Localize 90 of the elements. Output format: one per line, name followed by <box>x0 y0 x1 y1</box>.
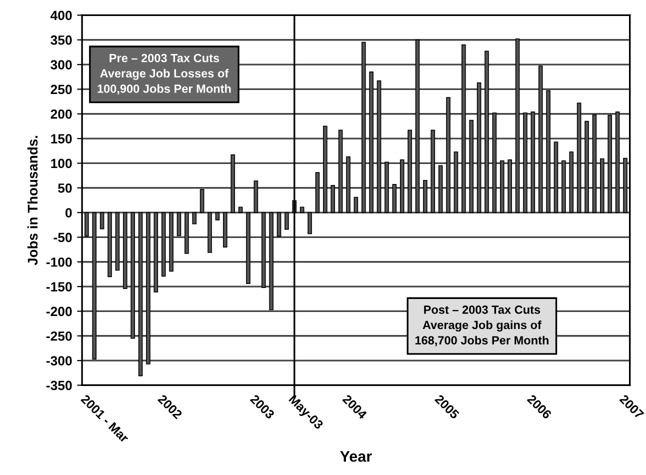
bar <box>576 102 582 213</box>
bar <box>562 160 566 213</box>
bar <box>369 72 374 213</box>
bar <box>608 114 612 213</box>
bar <box>615 111 620 213</box>
bar <box>354 196 358 213</box>
annotation: Post – 2003 Tax Cuts <box>424 306 540 314</box>
bar <box>138 212 143 376</box>
bar <box>484 50 489 213</box>
bar <box>269 212 274 310</box>
bar <box>192 212 197 224</box>
bar <box>284 212 289 230</box>
bar <box>508 159 512 213</box>
bar <box>92 212 97 360</box>
y-axis-title: Jobs in Thousands. <box>27 136 38 266</box>
y-tick-label: -300 <box>46 356 72 366</box>
bar <box>454 151 458 213</box>
bar <box>492 112 497 213</box>
x-axis-title: Year <box>340 451 372 462</box>
y-tick-label: 200 <box>50 109 72 119</box>
bar <box>200 188 204 213</box>
y-tick-label: 100 <box>51 158 72 168</box>
y-tick-label: 400 <box>50 10 72 20</box>
bar <box>430 130 436 213</box>
bar <box>161 212 166 277</box>
bar <box>261 212 266 288</box>
bar <box>515 38 520 213</box>
y-tick-label: 50 <box>58 183 72 193</box>
y-tick-label: -50 <box>54 232 72 242</box>
bar <box>238 206 243 213</box>
bar <box>569 151 574 213</box>
bar <box>469 120 474 213</box>
bar <box>100 212 104 230</box>
bar <box>315 172 320 213</box>
bar <box>276 212 282 237</box>
bar <box>323 126 328 213</box>
y-tick-label: 150 <box>51 134 72 144</box>
bar <box>184 212 189 254</box>
bar <box>254 180 258 213</box>
bar <box>376 80 382 213</box>
bar <box>600 158 604 213</box>
bar <box>130 212 135 339</box>
bar <box>300 206 304 213</box>
bar <box>346 156 350 213</box>
y-tick-label: -250 <box>46 331 72 341</box>
bar <box>538 66 543 213</box>
y-tick-label: -200 <box>46 306 72 316</box>
bar <box>408 130 412 213</box>
bar <box>308 212 312 234</box>
bar <box>592 114 597 213</box>
annotation: Pre – 2003 Tax Cuts <box>110 54 220 62</box>
annotation: Average Job gains of 168,700 Jobs Per Month <box>415 320 548 346</box>
bar <box>446 97 450 213</box>
bar <box>384 162 389 213</box>
bar <box>108 212 112 278</box>
bar <box>115 212 120 271</box>
bar <box>584 120 589 213</box>
bar <box>530 111 536 213</box>
bar <box>169 212 174 272</box>
y-tick-label: -350 <box>46 380 72 390</box>
bar <box>523 112 528 213</box>
bar <box>546 90 550 213</box>
bar <box>176 212 182 236</box>
bar <box>438 165 443 213</box>
bar <box>330 184 336 213</box>
bar <box>400 159 404 213</box>
y-tick-label: 250 <box>50 84 72 94</box>
bar <box>215 212 220 220</box>
y-tick-label: -100 <box>46 257 72 267</box>
bar <box>154 212 158 292</box>
annotation: Average Job Losses of 100,900 Jobs Per Month <box>98 68 231 95</box>
y-tick-label: 0 <box>66 208 72 218</box>
bar <box>246 212 250 284</box>
bar <box>423 180 428 213</box>
bar <box>208 212 212 253</box>
bar <box>146 212 150 364</box>
bar <box>361 42 366 213</box>
bar <box>554 142 558 213</box>
bar <box>338 130 343 213</box>
bar <box>500 160 504 213</box>
y-tick-label: -150 <box>46 282 72 292</box>
bar <box>122 212 128 289</box>
bar <box>230 154 235 213</box>
y-tick-label: 300 <box>50 60 72 70</box>
bar <box>392 184 397 213</box>
bar <box>415 39 420 213</box>
bar <box>462 44 466 213</box>
bar <box>223 212 228 248</box>
y-tick-label: 350 <box>50 35 72 45</box>
bar <box>476 82 482 213</box>
